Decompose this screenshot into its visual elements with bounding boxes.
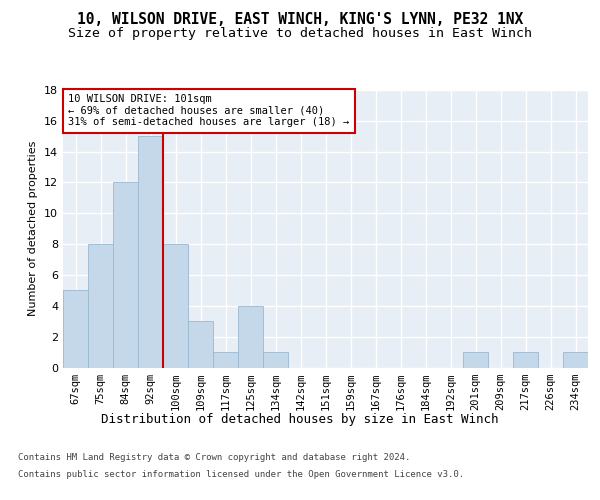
Bar [213, 352, 238, 368]
Bar [563, 352, 588, 368]
Bar [238, 306, 263, 368]
Bar [263, 352, 288, 368]
Text: 10, WILSON DRIVE, EAST WINCH, KING'S LYNN, PE32 1NX: 10, WILSON DRIVE, EAST WINCH, KING'S LYN… [77, 12, 523, 28]
Bar [163, 244, 188, 368]
Text: 10 WILSON DRIVE: 101sqm
← 69% of detached houses are smaller (40)
31% of semi-de: 10 WILSON DRIVE: 101sqm ← 69% of detache… [68, 94, 349, 128]
Bar [138, 136, 163, 368]
Bar [113, 182, 138, 368]
Bar [188, 322, 213, 368]
Bar [463, 352, 488, 368]
Y-axis label: Number of detached properties: Number of detached properties [28, 141, 38, 316]
Text: Contains public sector information licensed under the Open Government Licence v3: Contains public sector information licen… [18, 470, 464, 479]
Bar [63, 290, 88, 368]
Bar [88, 244, 113, 368]
Text: Contains HM Land Registry data © Crown copyright and database right 2024.: Contains HM Land Registry data © Crown c… [18, 452, 410, 462]
Text: Size of property relative to detached houses in East Winch: Size of property relative to detached ho… [68, 28, 532, 40]
Text: Distribution of detached houses by size in East Winch: Distribution of detached houses by size … [101, 412, 499, 426]
Bar [513, 352, 538, 368]
